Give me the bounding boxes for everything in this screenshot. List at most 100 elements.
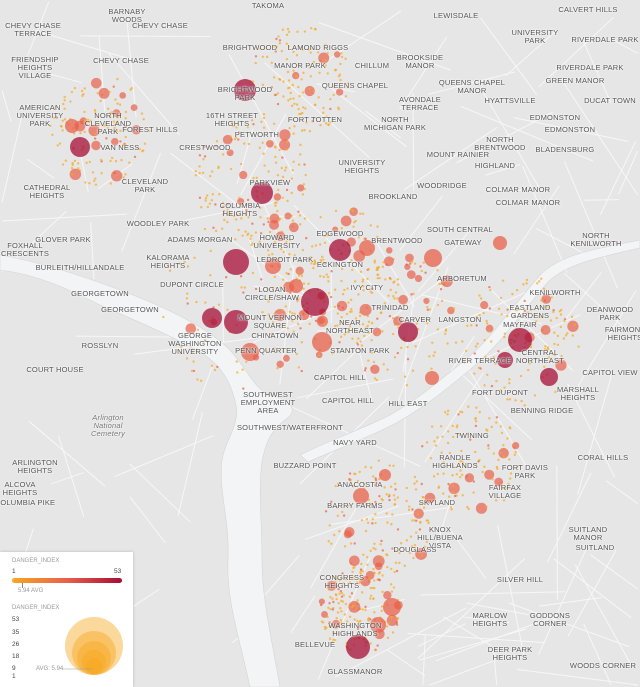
- hotspot-bubble[interactable]: [359, 240, 375, 256]
- road: [310, 495, 364, 589]
- incident-dot: [311, 245, 314, 248]
- incident-dot: [245, 209, 248, 212]
- hotspot-bubble[interactable]: [312, 332, 332, 352]
- incident-dot: [106, 107, 110, 110]
- incident-dot: [376, 317, 379, 320]
- incident-dot: [528, 362, 531, 365]
- incident-dot: [560, 354, 563, 358]
- incident-dot: [547, 356, 551, 359]
- incident-dot: [440, 451, 443, 454]
- hotspot-bubble[interactable]: [251, 182, 273, 204]
- hotspot-bubble[interactable]: [223, 249, 249, 275]
- hotspot-bubble[interactable]: [241, 343, 259, 361]
- incident-dot: [119, 92, 126, 99]
- incident-dot: [285, 148, 288, 151]
- incident-dot: [346, 620, 349, 623]
- incident-dot: [376, 277, 379, 280]
- incident-dot: [277, 219, 281, 222]
- hotspot-bubble[interactable]: [202, 308, 222, 328]
- incident-dot: [308, 322, 311, 326]
- incident-dot: [360, 518, 364, 522]
- incident-dot: [299, 153, 302, 156]
- hotspot-bubble[interactable]: [370, 617, 386, 633]
- hotspot-bubble[interactable]: [508, 328, 532, 352]
- road: [443, 616, 492, 646]
- hotspot-bubble[interactable]: [301, 288, 329, 316]
- incident-dot: [291, 312, 294, 315]
- incident-dot: [262, 223, 266, 226]
- incident-dot: [226, 149, 234, 157]
- incident-dot: [224, 276, 228, 279]
- incident-dot: [385, 625, 389, 628]
- incident-dot: [361, 280, 364, 283]
- potomac-river: [0, 254, 293, 687]
- hotspot-bubble[interactable]: [497, 352, 513, 368]
- hotspot-bubble[interactable]: [398, 322, 418, 342]
- road: [427, 71, 516, 95]
- incident-dot: [214, 229, 218, 233]
- incident-dot: [359, 212, 362, 215]
- hotspot-bubble[interactable]: [234, 79, 256, 101]
- hotspot-bubble[interactable]: [383, 598, 401, 616]
- incident-dot: [260, 278, 263, 281]
- hotspot-bubble[interactable]: [65, 119, 79, 133]
- incident-dot: [388, 314, 392, 318]
- incident-dot: [114, 159, 118, 163]
- incident-dot: [508, 398, 512, 401]
- incident-dot: [345, 312, 349, 316]
- incident-dot: [447, 306, 455, 315]
- incident-dot: [398, 561, 401, 565]
- incident-dot: [314, 244, 318, 247]
- incident-dot: [428, 308, 432, 311]
- hotspot-bubble[interactable]: [424, 249, 442, 267]
- incident-dot: [302, 71, 305, 75]
- incident-dot: [259, 216, 262, 219]
- hotspot-bubble[interactable]: [329, 239, 351, 261]
- road: [26, 158, 55, 179]
- hotspot-bubble[interactable]: [493, 236, 507, 250]
- incident-dot: [516, 465, 519, 468]
- road: [264, 62, 370, 158]
- incident-dot: [239, 170, 248, 180]
- incident-dot: [346, 85, 349, 88]
- incident-dot: [238, 131, 241, 134]
- incident-dot: [332, 226, 339, 233]
- incident-dot: [364, 605, 367, 609]
- incident-dot: [329, 596, 332, 599]
- incident-dot: [257, 47, 261, 50]
- incident-dot: [267, 300, 270, 303]
- hotspot-bubble[interactable]: [540, 368, 558, 386]
- road: [487, 188, 547, 192]
- incident-dot: [220, 227, 224, 230]
- hotspot-bubble[interactable]: [224, 310, 248, 334]
- incident-dot: [266, 217, 269, 220]
- incident-dot: [492, 356, 495, 359]
- incident-dot: [89, 119, 92, 123]
- incident-dot: [389, 485, 393, 488]
- incident-dot: [448, 482, 460, 494]
- incident-dot: [381, 265, 385, 268]
- hotspot-bubble[interactable]: [70, 137, 90, 157]
- incident-dot: [375, 378, 379, 382]
- incident-dot: [540, 277, 543, 280]
- incident-dot: [372, 475, 375, 478]
- hotspot-bubble[interactable]: [346, 635, 370, 659]
- hotspot-bubble[interactable]: [379, 469, 391, 481]
- incident-dot: [193, 256, 196, 260]
- incident-dot: [267, 313, 271, 316]
- hotspot-bubble[interactable]: [289, 279, 303, 293]
- incident-dot: [559, 325, 563, 329]
- incident-dot: [464, 349, 468, 353]
- hotspot-bubble[interactable]: [425, 371, 439, 385]
- incident-dot: [356, 619, 359, 623]
- incident-dot: [344, 320, 348, 324]
- incident-dot: [526, 368, 530, 372]
- hotspot-bubble[interactable]: [353, 488, 369, 504]
- size-tick: 9: [12, 665, 16, 672]
- incident-dot: [86, 118, 90, 121]
- incident-dot: [329, 107, 332, 111]
- incident-dot: [318, 71, 321, 75]
- hotspot-bubble[interactable]: [265, 258, 281, 274]
- incident-dot: [483, 384, 486, 387]
- incident-dot: [234, 218, 238, 221]
